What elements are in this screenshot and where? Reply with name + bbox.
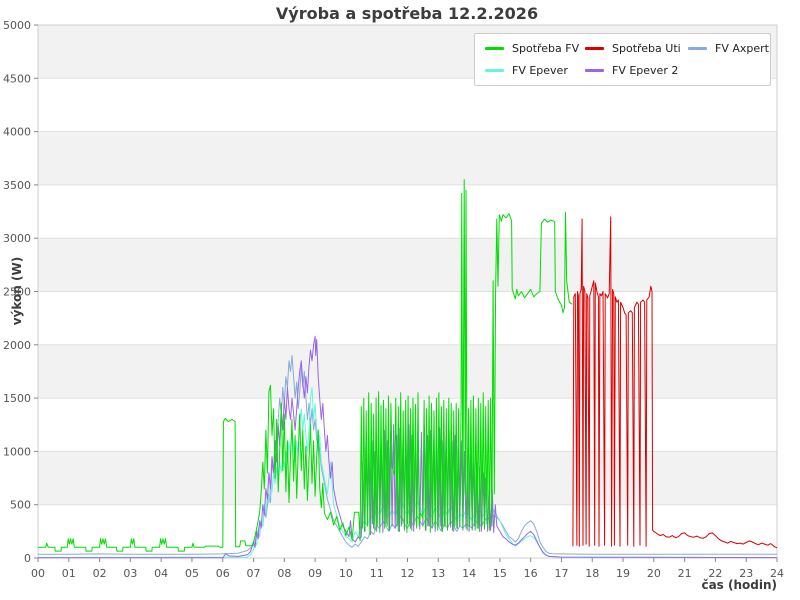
plot-band [38,238,777,292]
series-line-spot-eba-uti [572,216,778,549]
x-tick-label: 09 [308,567,322,580]
y-tick-label: 0 [24,552,31,565]
x-axis-label: čas (hodin) [701,578,777,592]
legend-label-fv-axpert: FV Axpert [715,41,769,55]
legend-label-spotreba-uti: Spotřeba Uti [612,41,681,55]
legend-swatch-spotreba-fv [485,46,504,50]
y-tick-label: 1500 [3,392,31,405]
legend-label-fv-epever: FV Epever [512,64,568,78]
x-tick-label: 16 [524,567,538,580]
plot-band [38,344,777,399]
series-line-fv-epever [37,386,778,558]
x-tick-label: 24 [770,567,784,580]
legend-swatch-fv-epever [485,69,504,73]
legend-item-fv-axpert: FV Axpert [688,42,769,55]
x-tick-label: 17 [554,567,568,580]
legend: Spotřeba FV FV Epever Spotřeba Uti FV Ep… [474,33,771,86]
legend-item-fv-epever-2: FV Epever 2 [585,64,688,77]
y-tick-label: 2000 [3,339,31,352]
x-tick-label: 02 [93,567,107,580]
legend-item-fv-epever: FV Epever [485,64,585,77]
x-tick-label: 13 [431,567,445,580]
chart-title: Výroba a spotřeba 12.2.2026 [275,4,539,23]
x-tick-label: 01 [62,567,76,580]
y-tick-label: 3000 [3,232,31,245]
x-tick-label: 10 [339,567,353,580]
x-tick-label: 00 [31,567,45,580]
legend-swatch-fv-epever-2 [585,69,604,73]
y-tick-label: 4000 [3,126,31,139]
x-tick-label: 12 [401,567,415,580]
series-line-spot-eba-fv [38,179,573,552]
x-tick-label: 18 [585,567,599,580]
legend-swatch-spotreba-uti [585,46,604,50]
x-tick-label: 15 [493,567,507,580]
x-tick-label: 04 [154,567,168,580]
x-tick-label: 03 [123,567,137,580]
x-tick-label: 23 [739,567,753,580]
y-tick-label: 3500 [3,179,31,192]
x-tick-label: 07 [247,567,261,580]
plot-band [38,131,777,185]
x-tick-label: 22 [708,567,722,580]
x-tick-label: 05 [185,567,199,580]
y-tick-label: 2500 [3,286,31,299]
series-line-fv-axpert [38,355,778,555]
y-tick-label: 5000 [3,19,31,32]
x-tick-label: 08 [277,567,291,580]
y-tick-label: 1000 [3,445,31,458]
legend-label-fv-epever-2: FV Epever 2 [612,64,679,78]
legend-item-spotreba-fv: Spotřeba FV [485,42,585,55]
x-tick-label: 14 [462,567,476,580]
x-tick-label: 06 [216,567,230,580]
y-tick-label: 500 [10,499,31,512]
legend-item-spotreba-uti: Spotřeba Uti [585,42,688,55]
legend-swatch-fv-axpert [688,46,707,50]
x-tick-label: 19 [616,567,630,580]
x-tick-label: 20 [647,567,661,580]
y-tick-label: 4500 [3,72,31,85]
x-tick-label: 11 [370,567,384,580]
legend-label-spotreba-fv: Spotřeba FV [512,41,580,55]
x-tick-label: 21 [678,567,692,580]
